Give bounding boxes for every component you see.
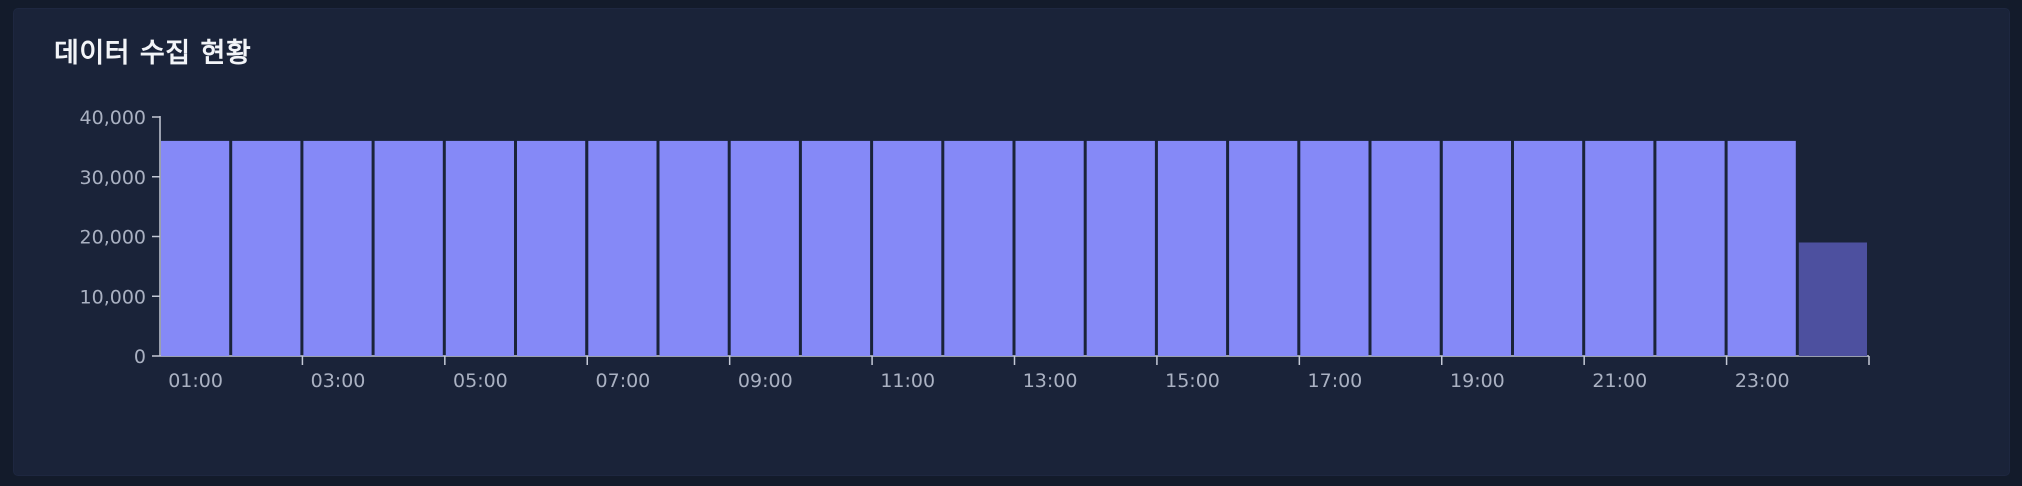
bar-24:00[interactable] — [1798, 242, 1867, 357]
bar-11:00[interactable] — [873, 140, 942, 356]
x-tick-label: 09:00 — [738, 370, 793, 392]
x-tick-label: 19:00 — [1450, 370, 1505, 392]
x-tick-label: 15:00 — [1165, 370, 1220, 392]
bar-09:00[interactable] — [730, 140, 799, 356]
bar-16:00[interactable] — [1229, 140, 1298, 356]
bar-05:00[interactable] — [445, 140, 514, 356]
bar-22:00[interactable] — [1656, 140, 1725, 356]
bar-17:00[interactable] — [1300, 140, 1369, 356]
x-tick-label: 07:00 — [596, 370, 651, 392]
bar-18:00[interactable] — [1371, 140, 1440, 356]
bar-15:00[interactable] — [1157, 140, 1227, 356]
bar-06:00[interactable] — [517, 140, 586, 356]
y-axis: 0 10,000 20,000 30,000 40,000 — [80, 107, 161, 368]
y-tick-label: 0 — [134, 346, 146, 368]
bar-07:00[interactable] — [588, 140, 657, 356]
bar-08:00[interactable] — [659, 140, 728, 356]
bar-20:00[interactable] — [1514, 140, 1583, 356]
y-tick-label: 30,000 — [80, 167, 146, 189]
x-tick-label: 21:00 — [1592, 370, 1647, 392]
x-tick-label: 01:00 — [168, 370, 223, 392]
bar-10:00[interactable] — [801, 140, 871, 356]
y-tick-label: 40,000 — [80, 107, 146, 129]
x-tick-label: 11:00 — [880, 370, 935, 392]
panel-title: 데이터 수집 현황 — [54, 38, 252, 69]
x-tick-label: 17:00 — [1308, 370, 1363, 392]
bar-series — [161, 140, 1867, 357]
x-tick-label: 13:00 — [1023, 370, 1078, 392]
x-tick-label: 05:00 — [453, 370, 508, 392]
y-tick-label: 20,000 — [80, 227, 146, 249]
bar-02:00[interactable] — [232, 140, 301, 356]
bar-03:00[interactable] — [303, 140, 372, 356]
bar-12:00[interactable] — [944, 140, 1013, 356]
bar-14:00[interactable] — [1086, 140, 1155, 356]
x-tick-label: 23:00 — [1735, 370, 1790, 392]
x-tick-label: 03:00 — [311, 370, 366, 392]
bar-01:00[interactable] — [161, 140, 230, 356]
y-tick-label: 10,000 — [80, 286, 146, 308]
x-axis: 01:00 03:00 05:00 07:00 09:00 11:00 13:00 15:00… — [160, 355, 1870, 392]
bar-23:00[interactable] — [1727, 140, 1796, 356]
bar-13:00[interactable] — [1015, 140, 1084, 356]
bar-04:00[interactable] — [374, 140, 443, 356]
bar-19:00[interactable] — [1442, 140, 1511, 356]
bar-21:00[interactable] — [1585, 140, 1654, 356]
